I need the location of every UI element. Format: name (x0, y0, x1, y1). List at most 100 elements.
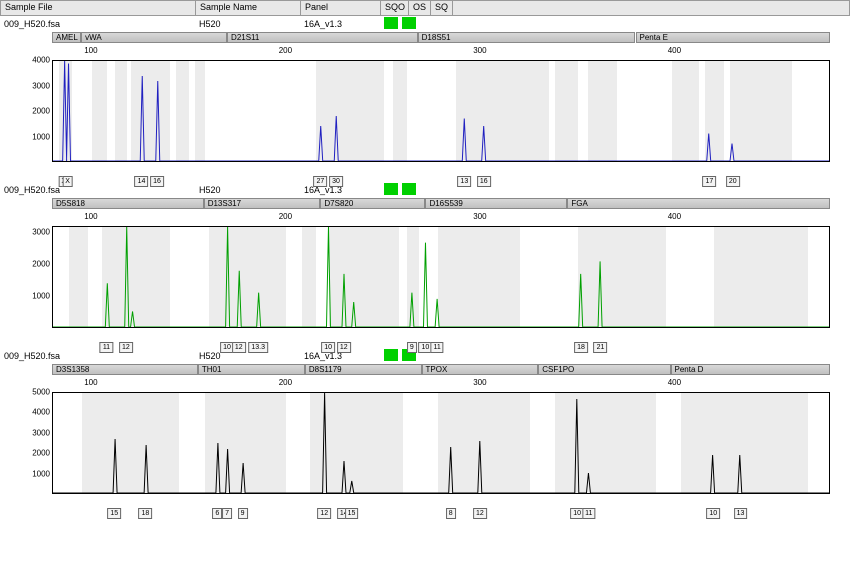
trace-svg (53, 227, 829, 327)
panel-name-value: 16A_v1.3 (300, 18, 380, 30)
locus-header-row: D5S818D13S317D7S820D16S539FGA (52, 198, 830, 212)
sample-file-value: 009_H520.fsa (0, 18, 195, 30)
electropherogram-panel: 009_H520.fsaH52016A_v1.3D3S1358TH01D8S11… (0, 348, 850, 508)
plot-region (52, 226, 830, 328)
allele-call: 7 (222, 508, 232, 519)
x-tick: 400 (668, 212, 681, 221)
electropherogram-panel: Sample FileSample NamePanelSQOOSSQ009_H5… (0, 0, 850, 176)
allele-call: 12 (337, 342, 351, 353)
y-axis: 10002000300040005000 (12, 378, 50, 508)
quality-indicators (380, 16, 452, 32)
x-tick: 200 (279, 378, 292, 387)
os-indicator (402, 17, 416, 29)
chart-area: 1002003004001000200030004000XX1416273013… (52, 46, 830, 176)
allele-call: 11 (582, 508, 595, 519)
x-tick: 200 (279, 212, 292, 221)
column-header-row: Sample FileSample NamePanelSQOOSSQ (0, 0, 850, 16)
column-header: SQO (381, 1, 409, 15)
x-tick: 300 (473, 378, 486, 387)
allele-call: 13 (734, 508, 748, 519)
allele-call: 13.3 (248, 342, 268, 353)
locus-label: vWA (81, 32, 227, 43)
trace-path (53, 393, 829, 493)
locus-label: D3S1358 (52, 364, 198, 375)
allele-call: 10 (706, 508, 720, 519)
allele-call: X (62, 176, 73, 187)
locus-label: Penta D (671, 364, 830, 375)
allele-call: 18 (574, 342, 588, 353)
locus-label: D18S51 (418, 32, 636, 43)
y-tick: 2000 (32, 107, 50, 116)
allele-call: 9 (407, 342, 417, 353)
y-axis: 1000 2000 3000 4000 (12, 46, 50, 176)
allele-call-row: XX1416273013161720 (52, 176, 830, 190)
locus-header-row: D3S1358TH01D8S1179TPOXCSF1POPenta D (52, 364, 830, 378)
locus-label: D8S1179 (305, 364, 422, 375)
allele-call: 20 (726, 176, 740, 187)
chart-area: 1002003004001000200030001112101213.31012… (52, 212, 830, 342)
locus-label: FGA (567, 198, 830, 209)
locus-label: D16S539 (425, 198, 567, 209)
trace-path (53, 227, 829, 327)
locus-label: TH01 (198, 364, 305, 375)
allele-call-row: 151867912141581210111013 (52, 508, 830, 522)
allele-call: 9 (238, 508, 248, 519)
allele-call: 16 (150, 176, 164, 187)
locus-label: D5S818 (52, 198, 204, 209)
x-tick: 100 (84, 46, 97, 55)
allele-call: 30 (329, 176, 343, 187)
x-tick: 300 (473, 46, 486, 55)
x-axis: 100 200 300 400 (52, 212, 830, 226)
electropherogram-panel: 009_H520.fsaH52016A_v1.3D5S818D13S317D7S… (0, 182, 850, 342)
y-tick: 3000 (32, 428, 50, 437)
chart-area: 1002003004001000200030004000500015186791… (52, 378, 830, 508)
x-axis: 100 200 300 400 (52, 378, 830, 392)
allele-call: 15 (107, 508, 121, 519)
locus-label: TPOX (422, 364, 539, 375)
column-header: Panel (301, 1, 381, 15)
allele-call: 14 (135, 176, 149, 187)
allele-call: 12 (317, 508, 331, 519)
y-tick: 1000 (32, 292, 50, 301)
y-tick: 4000 (32, 408, 50, 417)
y-tick: 3000 (32, 228, 50, 237)
x-tick: 400 (668, 378, 681, 387)
allele-call: 13 (457, 176, 471, 187)
plot-region (52, 60, 830, 162)
allele-call-row: 1112101213.31012910111821 (52, 342, 830, 356)
sample-info-row: 009_H520.fsaH52016A_v1.3 (0, 16, 850, 32)
y-tick: 1000 (32, 132, 50, 141)
allele-call: 12 (473, 508, 487, 519)
y-axis: 1000 2000 3000 (12, 212, 50, 342)
x-tick: 100 (84, 378, 97, 387)
plot-region (52, 392, 830, 494)
locus-header-row: AMELvWAD21S11D18S51Penta E (52, 32, 830, 46)
sample-name-value: H520 (195, 18, 300, 30)
column-header: Sample File (1, 1, 196, 15)
x-axis: 100 200 300 400 (52, 46, 830, 60)
column-header: SQ (431, 1, 453, 15)
x-tick: 300 (473, 212, 486, 221)
locus-label: D21S11 (227, 32, 418, 43)
allele-call: 12 (119, 342, 133, 353)
trace-path (53, 61, 829, 161)
allele-call: 8 (446, 508, 456, 519)
allele-call: 6 (212, 508, 222, 519)
x-tick: 200 (279, 46, 292, 55)
y-tick: 2000 (32, 260, 50, 269)
column-header: OS (409, 1, 431, 15)
x-tick: 400 (668, 46, 681, 55)
allele-call: 15 (345, 508, 359, 519)
allele-call: 12 (232, 342, 246, 353)
column-header: Sample Name (196, 1, 301, 15)
trace-svg (53, 393, 829, 493)
y-tick: 2000 (32, 449, 50, 458)
allele-call: 11 (100, 342, 113, 353)
locus-label: D13S317 (204, 198, 321, 209)
y-tick: 4000 (32, 56, 50, 65)
locus-label: CSF1PO (538, 364, 670, 375)
allele-call: 17 (703, 176, 717, 187)
x-tick: 100 (84, 212, 97, 221)
y-tick: 3000 (32, 81, 50, 90)
sqo-indicator (384, 17, 398, 29)
